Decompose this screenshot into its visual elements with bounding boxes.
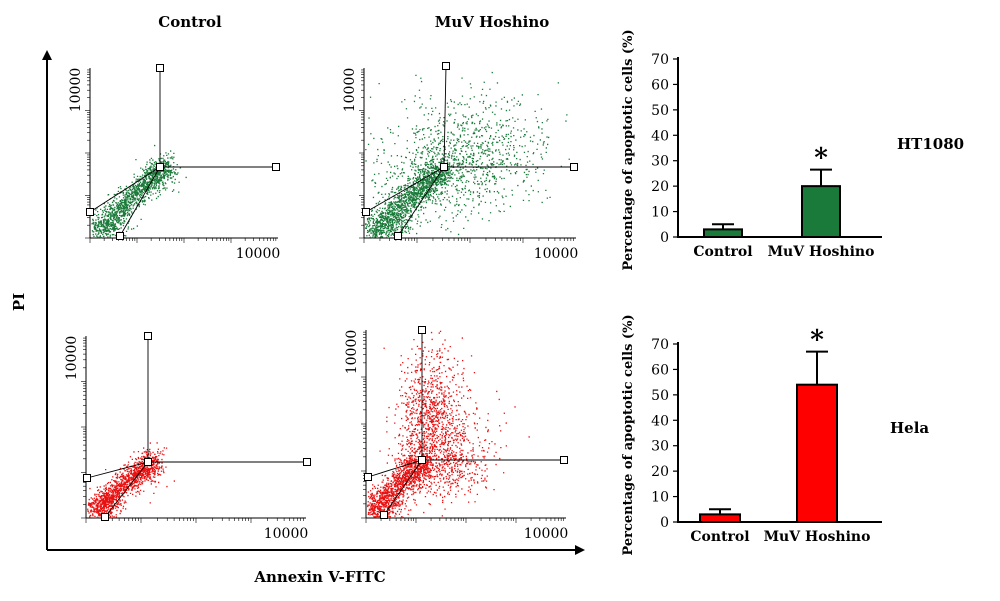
gate-handle (156, 64, 164, 72)
gate-handle (144, 458, 152, 466)
gate-handle (83, 474, 91, 482)
gate-line-bottom (119, 166, 161, 237)
main-y-axis-label: PI (10, 293, 28, 311)
bar-y-tick-label: 70 (651, 337, 669, 353)
gate-handle (418, 456, 426, 464)
row-label-ht1080: HT1080 (897, 135, 964, 153)
bar-y-tick-label: 10 (651, 490, 669, 506)
bar-y-axis-label: Percentage of apoptotic cells (%) (621, 314, 636, 555)
bar-y-tick-label: 40 (651, 128, 669, 144)
flow-dots (367, 330, 530, 519)
significance-marker: * (814, 144, 828, 174)
flow-plot-hela-muv: 10000 10000 (344, 326, 569, 542)
gate-handle (101, 513, 109, 521)
flow-dots (91, 144, 187, 239)
bar-y-tick-label: 60 (651, 362, 669, 378)
bar-y-tick-label: 70 (651, 52, 669, 68)
flow-x-tick-label: 10000 (534, 246, 579, 262)
gate-handle (560, 456, 568, 464)
flow-x-tick-label: 10000 (264, 526, 309, 542)
gate-handle (362, 208, 370, 216)
flow-plot-hela-control: 10000 10000 (64, 332, 311, 542)
gate-line-bottom (397, 166, 445, 237)
col-label-control: Control (158, 13, 222, 31)
bar-category-label: Control (693, 244, 752, 260)
bar-y-tick-label: 50 (651, 388, 669, 404)
gate-handle (303, 458, 311, 466)
bar-category-label: Control (690, 529, 749, 545)
flow-x-tick-label: 10000 (524, 526, 569, 542)
gate-line-bottom (104, 461, 149, 518)
gate-handle (394, 232, 402, 240)
gate-handle (440, 163, 448, 171)
flow-y-tick-label: 10000 (64, 336, 80, 381)
gate-handle (116, 232, 124, 240)
gate-handle (156, 163, 164, 171)
gate-handle (364, 473, 372, 481)
gate-line-bottom (383, 459, 423, 516)
gate-line-vertical (443, 65, 447, 168)
bar-chart-hela: 0 10 20 30 40 50 60 70 Percentage of apoptotic c… (621, 314, 882, 556)
gate-line-left (365, 166, 445, 213)
bar-y-tick-label: 10 (651, 205, 669, 221)
flow-y-tick-label: 10000 (342, 68, 358, 113)
gate-handle (442, 62, 450, 70)
bar-y-tick-label: 0 (660, 230, 669, 246)
bar-y-tick-label: 50 (651, 103, 669, 119)
gate-handle (272, 163, 280, 171)
bar-y-axis-label: Percentage of apoptotic cells (%) (621, 29, 636, 270)
flow-plot-ht1080-control: 10000 10000 (68, 64, 281, 262)
gate-line-left (86, 461, 149, 479)
gate-handle (570, 163, 578, 171)
flow-y-tick-label: 10000 (68, 68, 84, 113)
row-label-hela: Hela (890, 419, 929, 437)
bar-category-label: MuV Hoshino (764, 529, 871, 545)
col-label-muv-hoshino: MuV Hoshino (435, 13, 550, 31)
gate-line-left (89, 166, 161, 213)
gate-handle (418, 326, 426, 334)
bar-control (699, 513, 741, 523)
flow-plot-ht1080-muv: 10000 10000 (342, 62, 579, 262)
bar-y-tick-label: 20 (651, 179, 669, 195)
bar-control (703, 228, 743, 239)
main-x-axis-label: Annexin V-FITC (253, 568, 385, 586)
bar-y-tick-label: 60 (651, 77, 669, 93)
gate-handle (380, 511, 388, 519)
significance-marker: * (810, 326, 824, 356)
flow-x-tick-label: 10000 (236, 246, 281, 262)
bar-muv-hoshino (796, 383, 838, 523)
bar-chart-ht1080: 0 10 20 30 40 50 60 70 Percentage of apoptotic c… (621, 29, 882, 271)
bar-y-tick-label: 20 (651, 464, 669, 480)
gate-handle (86, 208, 94, 216)
bar-category-label: MuV Hoshino (768, 244, 875, 260)
gate-handle (144, 332, 152, 340)
bar-y-tick-label: 40 (651, 413, 669, 429)
bar-muv-hoshino (801, 185, 841, 238)
flow-y-tick-label: 10000 (344, 330, 360, 375)
bar-y-tick-label: 0 (660, 515, 669, 531)
flow-dots (87, 442, 175, 519)
bar-y-tick-label: 30 (651, 439, 669, 455)
gate-line-left (367, 459, 423, 478)
flow-dots (365, 71, 570, 239)
bar-y-tick-label: 30 (651, 154, 669, 170)
